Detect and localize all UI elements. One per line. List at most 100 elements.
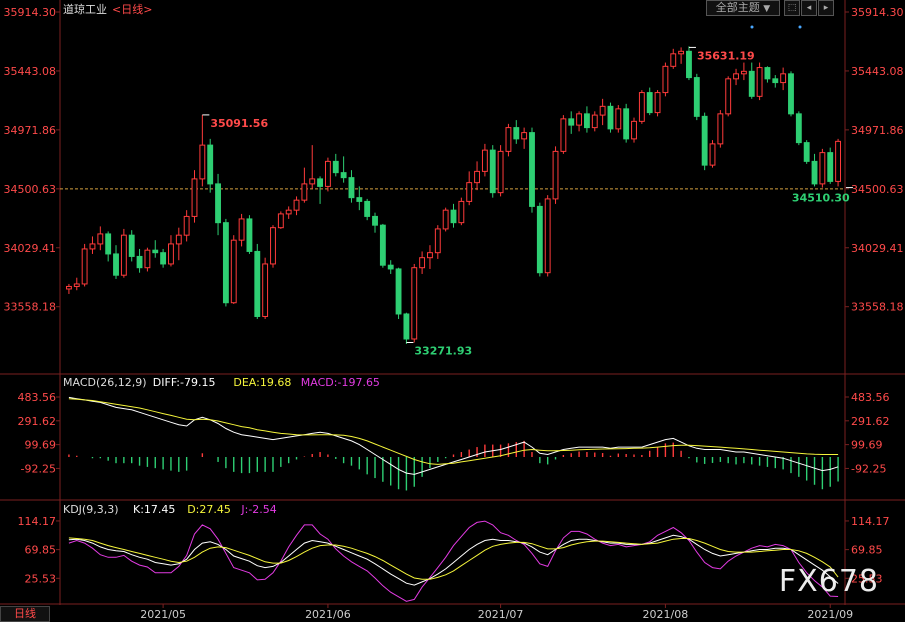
candle-body bbox=[505, 127, 512, 152]
event-marker bbox=[798, 25, 802, 29]
macd-title: MACD(26,12,9) bbox=[63, 376, 147, 389]
candle-body bbox=[733, 73, 739, 80]
candle-body bbox=[215, 183, 221, 224]
candle-body bbox=[89, 243, 96, 250]
candle-body bbox=[81, 248, 88, 285]
candle-body bbox=[293, 199, 300, 211]
candle-body bbox=[136, 255, 143, 269]
kdj-legend-entry: D:27.45 bbox=[187, 503, 231, 516]
candle-body bbox=[419, 257, 426, 269]
price-tick-label-left: 35443.08 bbox=[4, 65, 57, 78]
candle-body bbox=[65, 285, 72, 290]
price-tick-label-right: 34971.86 bbox=[851, 124, 904, 137]
candle-body bbox=[427, 252, 433, 259]
candle-body bbox=[811, 160, 818, 185]
candle-body bbox=[152, 249, 159, 254]
candle-body bbox=[646, 92, 653, 114]
candle-body bbox=[576, 113, 583, 126]
kdj-tick-label-left: 114.17 bbox=[18, 515, 57, 528]
candle-body bbox=[631, 120, 637, 140]
candle-body bbox=[230, 239, 237, 304]
candle-body bbox=[207, 144, 214, 185]
candle-body bbox=[324, 160, 331, 187]
candle-body bbox=[678, 50, 685, 55]
period-tab-daily[interactable]: 日线 bbox=[0, 606, 50, 622]
candle-body bbox=[780, 73, 787, 84]
kdj-legend-entry: K:17.45 bbox=[133, 503, 175, 516]
candle-body bbox=[411, 267, 418, 340]
candle-body bbox=[599, 105, 606, 116]
candle-body bbox=[740, 70, 747, 75]
candle-body bbox=[772, 78, 779, 84]
candle-body bbox=[568, 118, 575, 126]
header-symbol: 道琼工业 bbox=[63, 3, 107, 16]
candle-body bbox=[450, 209, 457, 224]
crosshair-button[interactable]: ⬚ bbox=[784, 0, 800, 16]
macd-tick-label-left: 291.62 bbox=[18, 415, 57, 428]
price-tick-label-left: 35914.30 bbox=[4, 6, 57, 19]
date-tick-label: 2021/05 bbox=[140, 608, 186, 621]
price-annotation: 34510.30 bbox=[792, 192, 850, 205]
candle-body bbox=[827, 152, 834, 182]
kdj-legend-entry: J:-2.54 bbox=[240, 503, 276, 516]
candle-body bbox=[638, 92, 645, 122]
candle-body bbox=[105, 233, 112, 255]
macd-tick-label-left: -92.25 bbox=[21, 462, 56, 475]
candle-body bbox=[497, 150, 504, 194]
candle-body bbox=[835, 140, 842, 182]
candle-body bbox=[317, 178, 324, 187]
candle-body bbox=[309, 178, 316, 185]
price-annotation: 35091.56 bbox=[210, 117, 268, 130]
kdj-tick-label-left: 69.85 bbox=[25, 544, 57, 557]
price-tick-label-left: 33558.18 bbox=[4, 301, 57, 314]
candle-body bbox=[717, 113, 724, 145]
candle-body bbox=[654, 92, 661, 114]
kdj-title: KDJ(9,3,3) bbox=[63, 503, 119, 516]
theme-dropdown[interactable]: 全部主题 ▼ bbox=[706, 0, 780, 16]
candle-body bbox=[466, 182, 473, 202]
j-line bbox=[68, 520, 839, 602]
candle-body bbox=[748, 70, 755, 97]
candle-body bbox=[529, 132, 535, 207]
candle-body bbox=[379, 224, 386, 266]
candle-body bbox=[395, 268, 402, 315]
macd-tick-label-right: -92.25 bbox=[851, 462, 886, 475]
watermark-logo: FX678 bbox=[778, 564, 879, 599]
candle-body bbox=[332, 160, 339, 174]
diff-line bbox=[68, 396, 839, 475]
header-period[interactable]: <日线> bbox=[112, 3, 153, 16]
candle-body bbox=[97, 233, 104, 245]
candle-body bbox=[513, 127, 520, 140]
macd-tick-label-right: 483.56 bbox=[851, 391, 890, 404]
macd-legend-entry: DIFF:-79.15 bbox=[153, 376, 216, 389]
macd-tick-label-left: 99.69 bbox=[25, 439, 57, 452]
chevron-down-icon: ▼ bbox=[763, 4, 771, 14]
candle-body bbox=[686, 50, 692, 79]
kdj-tick-label-right: 114.17 bbox=[851, 515, 890, 528]
macd-legend-entry: MACD:-197.65 bbox=[301, 376, 380, 389]
candle-body bbox=[191, 178, 198, 217]
candle-body bbox=[120, 234, 127, 276]
candle-body bbox=[270, 227, 276, 265]
scroll-left-button[interactable]: ◂ bbox=[801, 0, 817, 16]
candle-body bbox=[285, 209, 292, 215]
candle-body bbox=[301, 183, 308, 201]
candle-body bbox=[693, 77, 700, 117]
candle-body bbox=[340, 172, 347, 179]
price-tick-label-left: 34971.86 bbox=[4, 124, 57, 137]
scroll-right-button[interactable]: ▸ bbox=[818, 0, 834, 16]
price-tick-label-right: 33558.18 bbox=[851, 301, 904, 314]
candle-body bbox=[262, 263, 269, 317]
event-marker bbox=[750, 25, 754, 29]
price-tick-label-left: 34500.63 bbox=[4, 183, 57, 196]
candle-body bbox=[474, 170, 480, 184]
candle-body bbox=[701, 115, 708, 166]
candle-body bbox=[168, 243, 174, 265]
candle-body bbox=[819, 152, 826, 185]
date-tick-label: 2021/06 bbox=[305, 608, 351, 621]
candle-body bbox=[372, 215, 378, 226]
candle-body bbox=[615, 108, 622, 130]
candle-body bbox=[607, 105, 614, 130]
candle-body bbox=[591, 114, 598, 129]
